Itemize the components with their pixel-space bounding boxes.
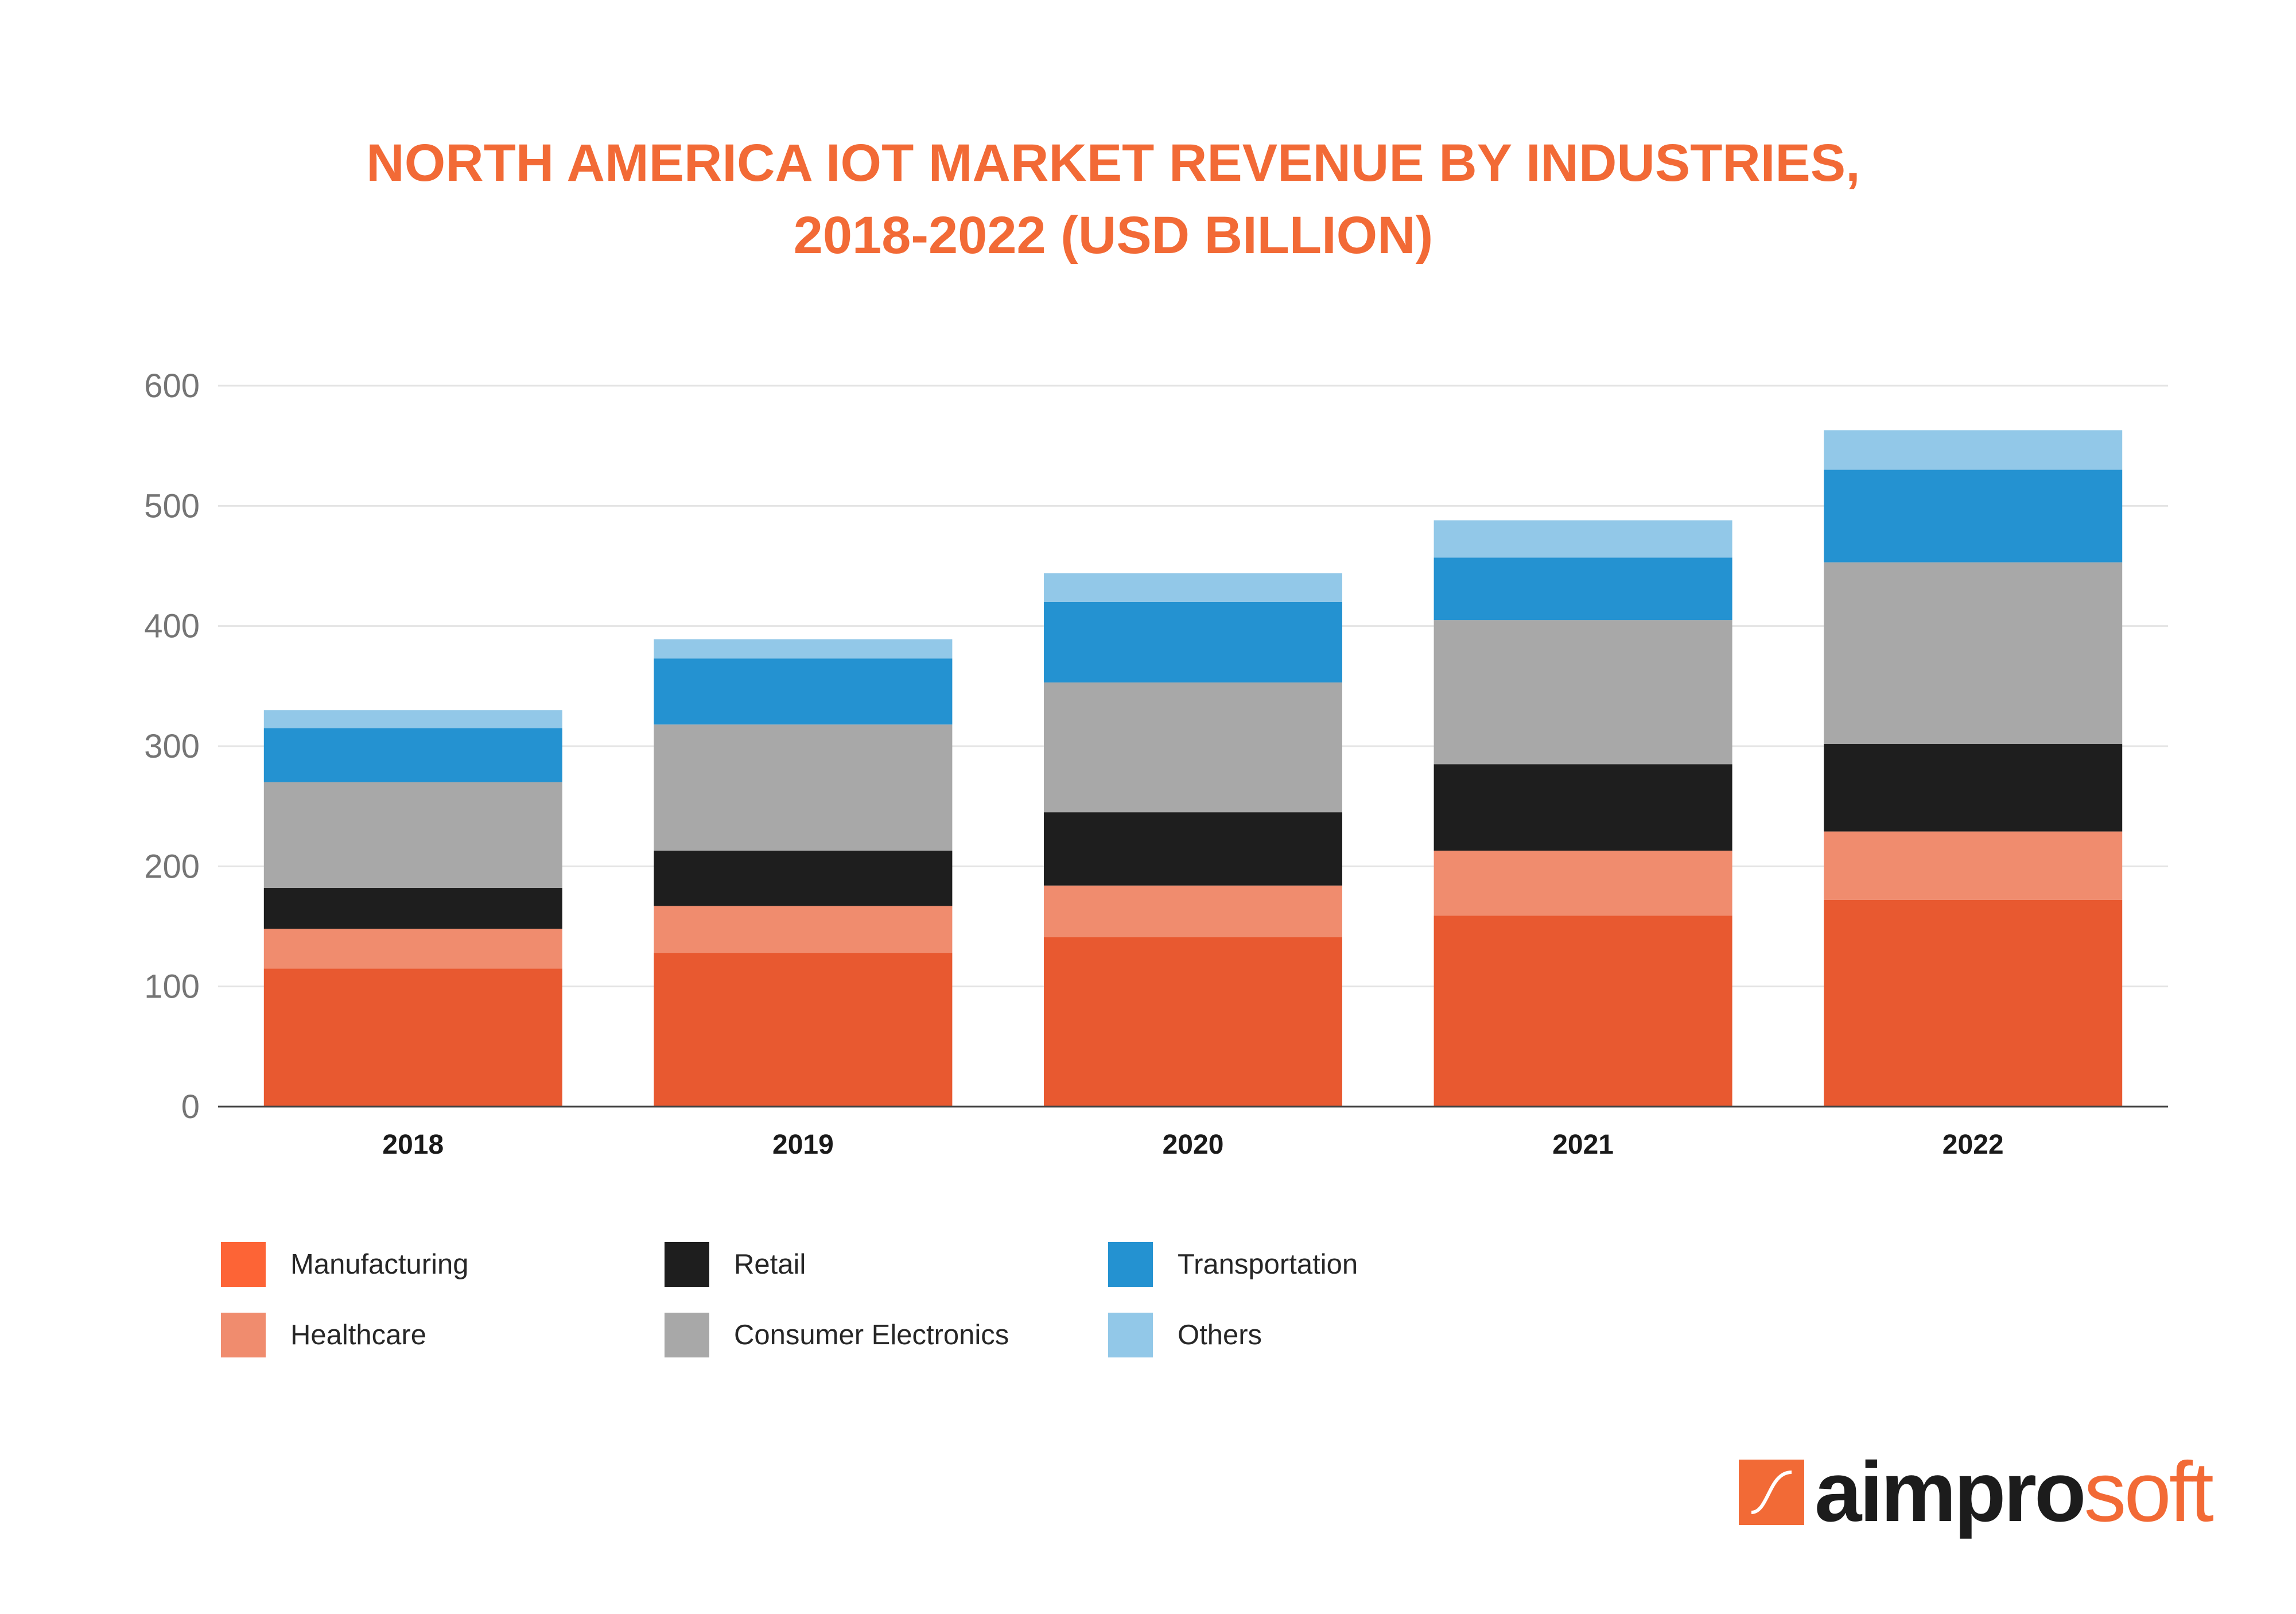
bar-consumer-electronics-2019: [654, 724, 953, 851]
bar-healthcare-2020: [1044, 885, 1342, 937]
legend-swatch: [1108, 1313, 1153, 1357]
y-tick-label: 100: [144, 968, 200, 1006]
bar-healthcare-2021: [1433, 851, 1732, 916]
legend-swatch: [221, 1242, 266, 1287]
chart-title-line-1: NORTH AMERICA IOT MARKET REVENUE BY INDU…: [366, 134, 1860, 192]
legend-label: Healthcare: [290, 1320, 426, 1351]
x-tick-label-2022: 2022: [1943, 1130, 2004, 1160]
bar-others-2020: [1044, 573, 1342, 602]
bar-retail-2020: [1044, 812, 1342, 886]
bar-others-2018: [263, 710, 562, 728]
x-axis-tick-labels: 2018 2019 2020 2021 2022: [382, 1130, 2003, 1160]
bar-manufacturing-2018: [263, 968, 562, 1107]
bar-transportation-2019: [654, 658, 953, 725]
bar-retail-2022: [1824, 743, 2123, 832]
x-tick-label-2020: 2020: [1163, 1130, 1224, 1160]
y-tick-label: 300: [144, 728, 200, 765]
y-tick-label: 200: [144, 848, 200, 885]
logo-text-soft: soft: [2084, 1445, 2214, 1539]
legend-swatch: [665, 1242, 709, 1287]
bar-consumer-electronics-2018: [263, 782, 562, 889]
legend-swatch: [665, 1313, 709, 1357]
legend-label: Retail: [734, 1249, 806, 1280]
legend-swatch: [221, 1313, 266, 1357]
logo-text-aimpro: aimpro: [1815, 1445, 2086, 1539]
bar-manufacturing-2021: [1433, 915, 1732, 1107]
legend-label: Transportation: [1178, 1249, 1358, 1280]
y-tick-label: 0: [181, 1088, 200, 1126]
legend-item-others: Others: [1108, 1312, 1262, 1358]
legend-label: Manufacturing: [290, 1249, 469, 1280]
bar-healthcare-2019: [654, 906, 953, 953]
bar-transportation-2018: [263, 728, 562, 782]
bar-transportation-2022: [1824, 470, 2123, 562]
legend-swatch: [1108, 1242, 1153, 1287]
bar-retail-2018: [263, 888, 562, 929]
y-tick-label: 600: [144, 367, 200, 405]
bar-consumer-electronics-2022: [1824, 562, 2123, 744]
bar-manufacturing-2019: [654, 953, 953, 1107]
y-axis-tick-labels: 0 100 200 300 400 500 600: [144, 367, 200, 1126]
bar-consumer-electronics-2020: [1044, 682, 1342, 813]
bar-others-2019: [654, 639, 953, 659]
bar-healthcare-2018: [263, 929, 562, 969]
bar-retail-2019: [654, 851, 953, 906]
logo-mark-icon: [1739, 1460, 1804, 1525]
bar-healthcare-2022: [1824, 831, 2123, 900]
bar-transportation-2020: [1044, 602, 1342, 683]
legend-label: Others: [1178, 1320, 1262, 1351]
y-tick-label: 400: [144, 608, 200, 645]
legend-item-transportation: Transportation: [1108, 1241, 1358, 1287]
x-tick-label-2019: 2019: [772, 1130, 834, 1160]
aimprosoft-logo: aimprosoft: [1739, 1449, 2214, 1535]
x-tick-label-2021: 2021: [1552, 1130, 1614, 1160]
bar-manufacturing-2020: [1044, 937, 1342, 1107]
x-tick-label-2018: 2018: [382, 1130, 444, 1160]
bar-transportation-2021: [1433, 557, 1732, 620]
chart-title-line-2: 2018-2022 (USD BILLION): [793, 206, 1433, 265]
y-tick-label: 500: [144, 487, 200, 525]
legend-item-retail: Retail: [665, 1241, 806, 1287]
legend-item-healthcare: Healthcare: [221, 1312, 426, 1358]
legend-item-consumer-electronics: Consumer Electronics: [665, 1312, 1009, 1358]
logo-wordmark: aimprosoft: [1815, 1450, 2214, 1535]
legend-item-manufacturing: Manufacturing: [221, 1241, 469, 1287]
bar-others-2022: [1824, 430, 2123, 470]
bar-consumer-electronics-2021: [1433, 620, 1732, 765]
bar-retail-2021: [1433, 764, 1732, 851]
bar-manufacturing-2022: [1824, 899, 2123, 1107]
legend-label: Consumer Electronics: [734, 1320, 1009, 1351]
bar-segments: [263, 430, 2123, 1107]
bar-others-2021: [1433, 520, 1732, 558]
